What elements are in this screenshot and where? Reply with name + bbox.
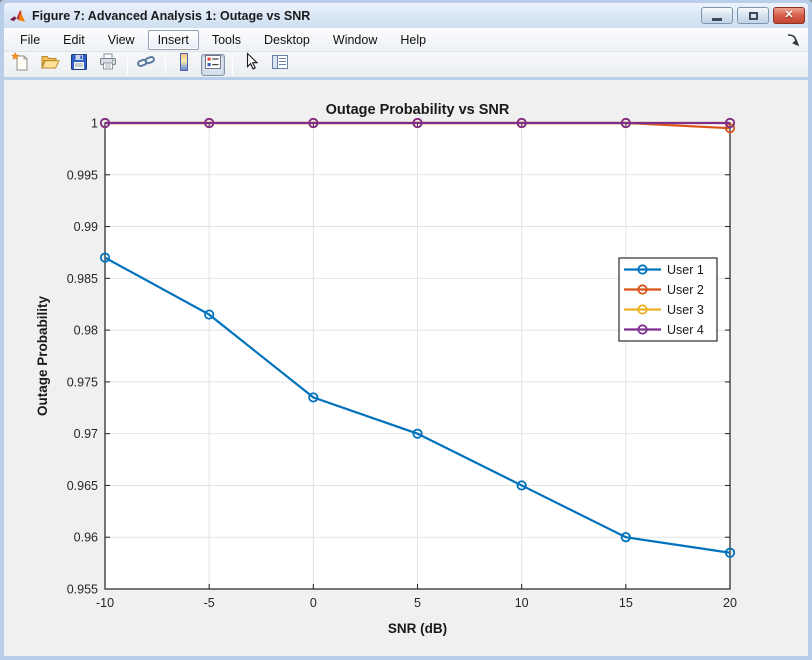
property-inspector-icon [270,52,290,77]
data-marker [620,117,631,129]
menu-window[interactable]: Window [332,32,378,47]
window-controls: ✕ [701,7,805,24]
series-line [104,256,731,554]
menu-view[interactable]: View [107,32,135,47]
property-inspector-button[interactable] [268,54,292,76]
new-figure-button[interactable] [9,52,33,77]
data-marker [204,309,215,320]
data-marker [516,117,527,129]
minimize-icon [712,17,722,21]
y-tick-label: 0.955 [67,583,98,597]
y-tick-label: 0.995 [67,168,98,182]
menu-edit[interactable]: Edit [63,32,85,47]
data-marker [204,117,215,129]
close-icon: ✕ [784,9,794,21]
legend-label: User 4 [667,323,704,337]
title-bar[interactable]: Figure 7: Advanced Analysis 1: Outage vs… [4,3,808,28]
insert-colorbar-icon [174,52,194,77]
open-file-button[interactable] [38,54,62,76]
new-figure-icon [11,52,31,77]
data-marker [620,532,631,543]
window-title: Figure 7: Advanced Analysis 1: Outage vs… [32,8,311,23]
insert-legend-icon [203,52,223,77]
y-tick-label: 0.98 [74,324,98,338]
y-tick-label: 0.975 [67,375,98,389]
legend-label: User 3 [667,303,704,317]
outage-vs-snr-plot[interactable]: -10 -5 0 5 10 15 20 0.955 0.96 0.965 0.97 0.975 0.98… [4,80,808,660]
x-axis-label: SNR (dB) [388,621,447,636]
matlab-logo-icon [9,8,26,24]
y-tick-label: 1 [91,117,98,131]
data-marker [308,117,319,129]
data-marker [724,117,736,129]
chrome-divider [4,77,808,80]
x-tick-label: 15 [619,596,633,610]
open-file-icon [40,52,60,77]
print-figure-button[interactable] [96,52,120,77]
data-marker [516,480,527,491]
x-tick-label: -5 [204,596,215,610]
y-tick-label: 0.99 [74,220,98,234]
figure-canvas: -10 -5 0 5 10 15 20 0.955 0.96 0.965 0.97 0.975 0.98… [4,80,808,656]
menu-bar-items: File Edit View Insert Tools Desktop Window Help [10,29,439,50]
data-marker [99,252,111,263]
minimize-button[interactable] [701,7,733,24]
x-tick-label: 5 [414,596,421,610]
data-marker [724,547,736,558]
y-axis-label: Outage Probability [35,296,50,417]
menu-bar: File Edit View Insert Tools Desktop Window Help [4,28,808,52]
data-marker [412,117,423,129]
x-tick-label: 20 [723,596,737,610]
edit-plot-icon [241,52,261,77]
x-tick-label: 0 [310,596,317,610]
x-tick-label: -10 [96,596,114,610]
print-figure-icon [98,52,118,77]
x-tick-label: 10 [515,596,529,610]
maximize-button[interactable] [737,7,769,24]
dock-figure-arrow-icon[interactable] [786,33,800,47]
y-tick-label: 0.97 [74,427,98,441]
data-marker [412,428,423,439]
menu-tools[interactable]: Tools [211,32,242,47]
insert-colorbar-button[interactable] [172,52,196,77]
menu-insert[interactable]: Insert [147,29,199,50]
y-tick-label: 0.985 [67,272,98,286]
link-plot-icon [136,52,156,77]
legend-label: User 1 [667,263,704,277]
legend-label: User 2 [667,283,704,297]
y-tick-label: 0.96 [74,531,98,545]
close-button[interactable]: ✕ [773,7,805,24]
data-marker [99,117,111,129]
menu-file[interactable]: File [20,32,41,47]
save-figure-icon [69,52,89,77]
data-marker [308,392,319,403]
maximize-icon [748,11,758,20]
toolbar-separator [165,54,166,75]
menu-desktop[interactable]: Desktop [264,32,310,47]
edit-plot-button[interactable] [239,52,263,77]
chart-title: Outage Probability vs SNR [326,102,510,118]
legend-box [618,257,718,342]
insert-legend-button[interactable] [201,52,225,77]
link-plot-button[interactable] [134,54,158,76]
menu-help[interactable]: Help [400,32,427,47]
toolbar-separator [232,54,233,75]
y-tick-label: 0.965 [67,479,98,493]
toolbar-separator [127,54,128,75]
toolbar [4,52,808,77]
save-figure-button[interactable] [67,54,91,76]
